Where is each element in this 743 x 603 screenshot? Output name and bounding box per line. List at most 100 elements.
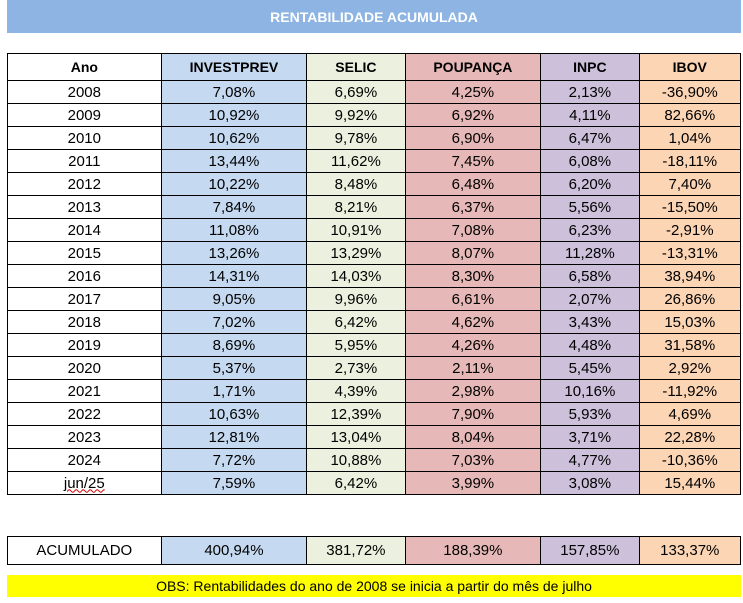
return-value: 82,66% <box>664 106 716 124</box>
cell-ibov: 82,66% <box>638 103 742 127</box>
return-value: 4,11% <box>569 106 611 124</box>
cell-investprev: 7,02% <box>160 310 308 334</box>
accumulated-inpc: 157,85% <box>540 536 640 565</box>
cell-inpc: 3,08% <box>540 471 640 495</box>
cell-ibov: -36,90% <box>638 80 742 104</box>
return-value: 11,08% <box>209 221 259 239</box>
cell-selic: 9,96% <box>306 287 406 311</box>
year-label: 2019 <box>67 336 101 354</box>
cell-ibov: -15,50% <box>638 195 742 219</box>
table-body: 2008 7,08% 6,69% 4,25% 2,13% -36,90% 2009 10,92… <box>7 80 742 495</box>
header-ano: Ano <box>7 53 162 81</box>
cell-investprev: 14,31% <box>160 264 308 288</box>
cell-investprev: 7,08% <box>160 80 308 104</box>
return-value: 3,71% <box>568 428 612 446</box>
return-value: 4,25% <box>451 83 495 101</box>
return-value: 10,88% <box>330 451 382 469</box>
cell-investprev: 9,05% <box>160 287 308 311</box>
cell-ibov: -18,11% <box>638 149 742 173</box>
cell-ibov: 31,58% <box>638 333 742 357</box>
year-label: 2013 <box>67 198 101 216</box>
accumulated-poupanca: 188,39% <box>404 536 542 565</box>
return-value: 2,73% <box>334 359 378 377</box>
cell-ano: 2014 <box>7 218 162 242</box>
accumulated-investprev: 400,94% <box>160 536 308 565</box>
cell-selic: 9,92% <box>306 103 406 127</box>
return-value: 3,08% <box>568 474 612 492</box>
header-selic: SELIC <box>306 53 406 81</box>
return-value: 7,84% <box>212 198 256 216</box>
return-value: 10,22% <box>208 175 260 193</box>
cell-inpc: 4,48% <box>540 333 640 357</box>
return-value: 5,37% <box>212 359 256 377</box>
table-row: 2017 9,05% 9,96% 6,61% 2,07% 26,86% <box>7 287 742 311</box>
year-label: 2023 <box>67 428 101 446</box>
return-value: -11,92% <box>662 382 718 400</box>
cell-ibov: 1,04% <box>638 126 742 150</box>
cell-ibov: 15,44% <box>638 471 742 495</box>
return-value: 14,03% <box>330 267 382 285</box>
cell-inpc: 2,07% <box>540 287 640 311</box>
cell-ibov: 15,03% <box>638 310 742 334</box>
return-value: 6,90% <box>451 129 495 147</box>
cell-poupanca: 4,25% <box>404 80 542 104</box>
cell-ano: 2016 <box>7 264 162 288</box>
return-value: 10,91% <box>330 221 382 239</box>
accumulated-ibov: 133,37% <box>638 536 742 565</box>
return-value: 6,42% <box>334 474 378 492</box>
table-row: 2008 7,08% 6,69% 4,25% 2,13% -36,90% <box>7 80 742 104</box>
return-value: 5,45% <box>568 359 612 377</box>
cell-poupanca: 7,90% <box>404 402 542 426</box>
cell-selic: 14,03% <box>306 264 406 288</box>
table-row: 2012 10,22% 8,48% 6,48% 6,20% 7,40% <box>7 172 742 196</box>
return-value: 38,94% <box>664 267 716 285</box>
return-value: 6,42% <box>334 313 378 331</box>
table-row: 2010 10,62% 9,78% 6,90% 6,47% 1,04% <box>7 126 742 150</box>
cell-poupanca: 2,98% <box>404 379 542 403</box>
year-label: 2024 <box>67 451 101 469</box>
cell-poupanca: 4,62% <box>404 310 542 334</box>
cell-inpc: 5,93% <box>540 402 640 426</box>
year-label: 2011 <box>68 152 101 170</box>
cell-poupanca: 7,08% <box>404 218 542 242</box>
return-value: 8,30% <box>451 267 495 285</box>
return-value: 6,61% <box>451 290 495 308</box>
cell-selic: 6,42% <box>306 310 406 334</box>
year-label: 2018 <box>67 313 101 331</box>
cell-selic: 11,62% <box>306 149 406 173</box>
cell-poupanca: 7,45% <box>404 149 542 173</box>
cell-inpc: 4,77% <box>540 448 640 472</box>
return-value: 2,98% <box>451 382 495 400</box>
cell-ano: 2017 <box>7 287 162 311</box>
return-value: 22,28% <box>664 428 716 446</box>
cell-inpc: 2,13% <box>540 80 640 104</box>
return-value: 4,62% <box>451 313 495 331</box>
return-value: 6,20% <box>568 175 612 193</box>
cell-investprev: 7,59% <box>160 471 308 495</box>
observation-note: OBS: Rentabilidades do ano de 2008 se in… <box>7 575 741 597</box>
cell-selic: 6,69% <box>306 80 406 104</box>
table-row: 2009 10,92% 9,92% 6,92% 4,11% 82,66% <box>7 103 742 127</box>
table-row: 2014 11,08% 10,91% 7,08% 6,23% -2,91% <box>7 218 742 242</box>
table-row: 2022 10,63% 12,39% 7,90% 5,93% 4,69% <box>7 402 742 426</box>
return-value: 7,03% <box>451 451 495 469</box>
cell-selic: 8,48% <box>306 172 406 196</box>
year-label: 2015 <box>67 244 101 262</box>
return-value: 12,81% <box>208 428 260 446</box>
table-row: 2011 13,44% 11,62% 7,45% 6,08% -18,11% <box>7 149 742 173</box>
cell-selic: 13,29% <box>306 241 406 265</box>
cell-ibov: -11,92% <box>638 379 742 403</box>
return-value: 4,69% <box>668 405 712 423</box>
return-value: 2,92% <box>668 359 712 377</box>
header-ibov: IBOV <box>638 53 742 81</box>
cell-inpc: 10,16% <box>540 379 640 403</box>
return-value: 6,08% <box>568 152 612 170</box>
cell-selic: 13,04% <box>306 425 406 449</box>
return-value: 15,03% <box>664 313 716 331</box>
return-value: 5,95% <box>334 336 378 354</box>
cell-ibov: 4,69% <box>638 402 742 426</box>
return-value: 6,69% <box>334 83 378 101</box>
return-value: 26,86% <box>664 290 716 308</box>
return-value: 2,13% <box>568 83 612 101</box>
header-poupanca: POUPANÇA <box>404 53 542 81</box>
